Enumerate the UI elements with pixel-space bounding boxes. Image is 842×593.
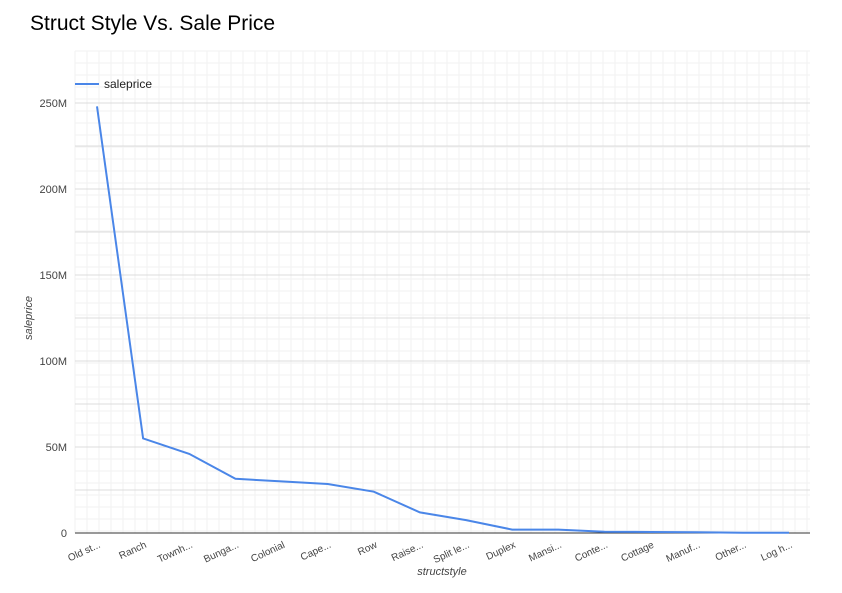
x-tick-label: Log h... <box>759 540 794 564</box>
x-tick-label: Cape... <box>299 540 333 564</box>
legend-label: saleprice <box>104 77 152 91</box>
x-tick-label: Cottage <box>619 540 656 565</box>
x-axis-ticks: Old st... Ranch Townh... Bunga... Colonial Ca… <box>66 539 794 566</box>
minor-grid <box>74 50 810 533</box>
x-tick-label: Row <box>356 539 379 558</box>
x-tick-label: Duplex <box>485 540 518 563</box>
x-tick-label: Other... <box>714 540 748 564</box>
y-tick-label: 100M <box>39 356 67 368</box>
x-tick-label: Manuf... <box>665 540 702 565</box>
y-tick-label: 200M <box>39 184 67 196</box>
x-tick-label: Colonial <box>249 540 286 565</box>
y-axis-label: saleprice <box>23 296 35 340</box>
y-axis-ticks: 0 50M 100M 150M 200M 250M <box>39 98 67 540</box>
y-tick-label: 0 <box>61 528 67 540</box>
major-grid <box>75 102 810 534</box>
y-tick-label: 150M <box>39 270 67 282</box>
x-tick-label: Townh... <box>156 540 194 566</box>
legend: saleprice <box>75 77 152 91</box>
x-tick-label: Mansi... <box>527 540 563 565</box>
x-axis-label: structstyle <box>417 566 467 578</box>
y-tick-label: 250M <box>39 98 67 110</box>
x-tick-label: Raise... <box>390 540 425 564</box>
series-line-saleprice <box>96 106 790 534</box>
x-tick-label: Split le... <box>432 540 471 566</box>
chart-title: Struct Style Vs. Sale Price <box>30 12 276 35</box>
x-tick-label: Bunga... <box>202 540 240 566</box>
y-tick-label: 50M <box>46 442 67 454</box>
x-tick-label: Old st... <box>66 540 102 565</box>
x-tick-label: Ranch <box>118 540 149 562</box>
x-tick-label: Conte... <box>573 540 609 565</box>
